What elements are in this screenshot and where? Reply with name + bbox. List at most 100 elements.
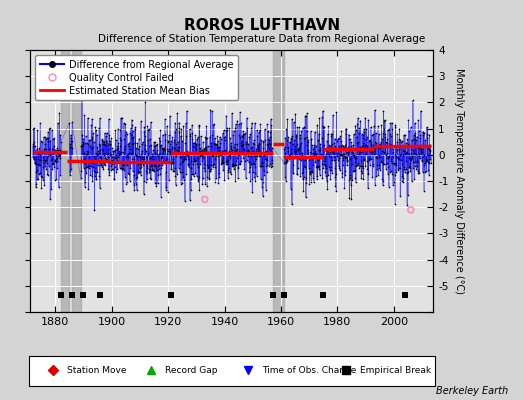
Point (360, 157, 368, 164)
Point (396, 193, 405, 199)
Point (146, 119, 155, 126)
Point (341, 154, 349, 160)
Point (117, 148, 126, 155)
Point (236, 134, 245, 140)
Point (401, 169, 409, 175)
Point (287, 135, 296, 141)
Point (227, 149, 235, 155)
Point (77, 175, 85, 182)
Point (289, 119, 298, 126)
Point (353, 162, 361, 168)
Point (363, 133, 371, 140)
Point (137, 118, 145, 124)
Point (372, 140, 380, 146)
Point (67, 144, 75, 151)
Point (83, 151, 92, 157)
Point (355, 144, 364, 150)
Point (321, 172, 330, 179)
Point (373, 155, 381, 162)
Point (41, 163, 49, 170)
Point (307, 128, 315, 134)
Point (323, 138, 331, 144)
Point (159, 159, 168, 165)
Point (108, 161, 117, 168)
Point (318, 114, 326, 120)
Point (294, 144, 303, 151)
Point (109, 148, 117, 154)
Point (417, 146, 425, 152)
Point (309, 174, 317, 181)
Point (36, 120, 44, 126)
Point (137, 148, 146, 154)
Point (397, 156, 405, 163)
Point (156, 142, 165, 149)
Point (40, 182, 48, 188)
Point (104, 154, 112, 160)
Point (401, 144, 410, 151)
Point (424, 172, 433, 178)
Point (29, 156, 38, 162)
Point (102, 155, 110, 162)
Point (228, 162, 237, 169)
Point (162, 151, 171, 158)
Point (47, 186, 56, 192)
Point (281, 174, 289, 180)
Point (411, 133, 419, 140)
Point (65, 120, 73, 126)
Point (89, 130, 97, 136)
Point (314, 136, 322, 143)
Point (142, 179, 150, 185)
Point (411, 130, 420, 136)
Point (309, 146, 318, 152)
Point (68, 119, 76, 126)
Point (303, 142, 311, 148)
Point (339, 155, 347, 161)
Point (421, 156, 430, 162)
Point (422, 124, 431, 130)
Point (203, 162, 212, 169)
Text: ROROS LUFTHAVN: ROROS LUFTHAVN (184, 18, 340, 33)
Point (323, 186, 332, 192)
Point (48, 165, 57, 172)
Point (226, 155, 234, 162)
Point (321, 155, 329, 162)
Point (43, 172, 52, 178)
Point (200, 146, 208, 152)
Point (87, 145, 95, 151)
Point (308, 168, 316, 175)
Point (156, 127, 165, 134)
Point (255, 153, 264, 160)
Point (264, 128, 272, 134)
Point (138, 139, 147, 145)
Point (161, 131, 170, 138)
Point (248, 176, 256, 183)
Point (41, 134, 50, 140)
Point (312, 142, 320, 149)
Point (129, 168, 137, 174)
Point (309, 150, 317, 156)
Point (405, 128, 413, 134)
Point (303, 128, 311, 134)
Point (163, 155, 172, 162)
Point (420, 130, 428, 136)
Point (424, 146, 433, 152)
Point (288, 201, 296, 207)
Point (192, 146, 201, 152)
Point (265, 145, 274, 151)
Point (282, 126, 290, 132)
Point (32, 181, 40, 187)
Point (90, 138, 98, 145)
Point (256, 127, 264, 134)
Point (319, 124, 328, 130)
Point (203, 143, 212, 149)
Point (245, 133, 253, 140)
Point (300, 124, 309, 130)
Point (333, 150, 341, 157)
Point (46, 196, 54, 203)
Point (390, 200, 399, 207)
Point (407, 156, 416, 162)
Point (32, 167, 41, 174)
Point (229, 131, 237, 138)
Point (203, 183, 211, 189)
Point (394, 166, 402, 173)
